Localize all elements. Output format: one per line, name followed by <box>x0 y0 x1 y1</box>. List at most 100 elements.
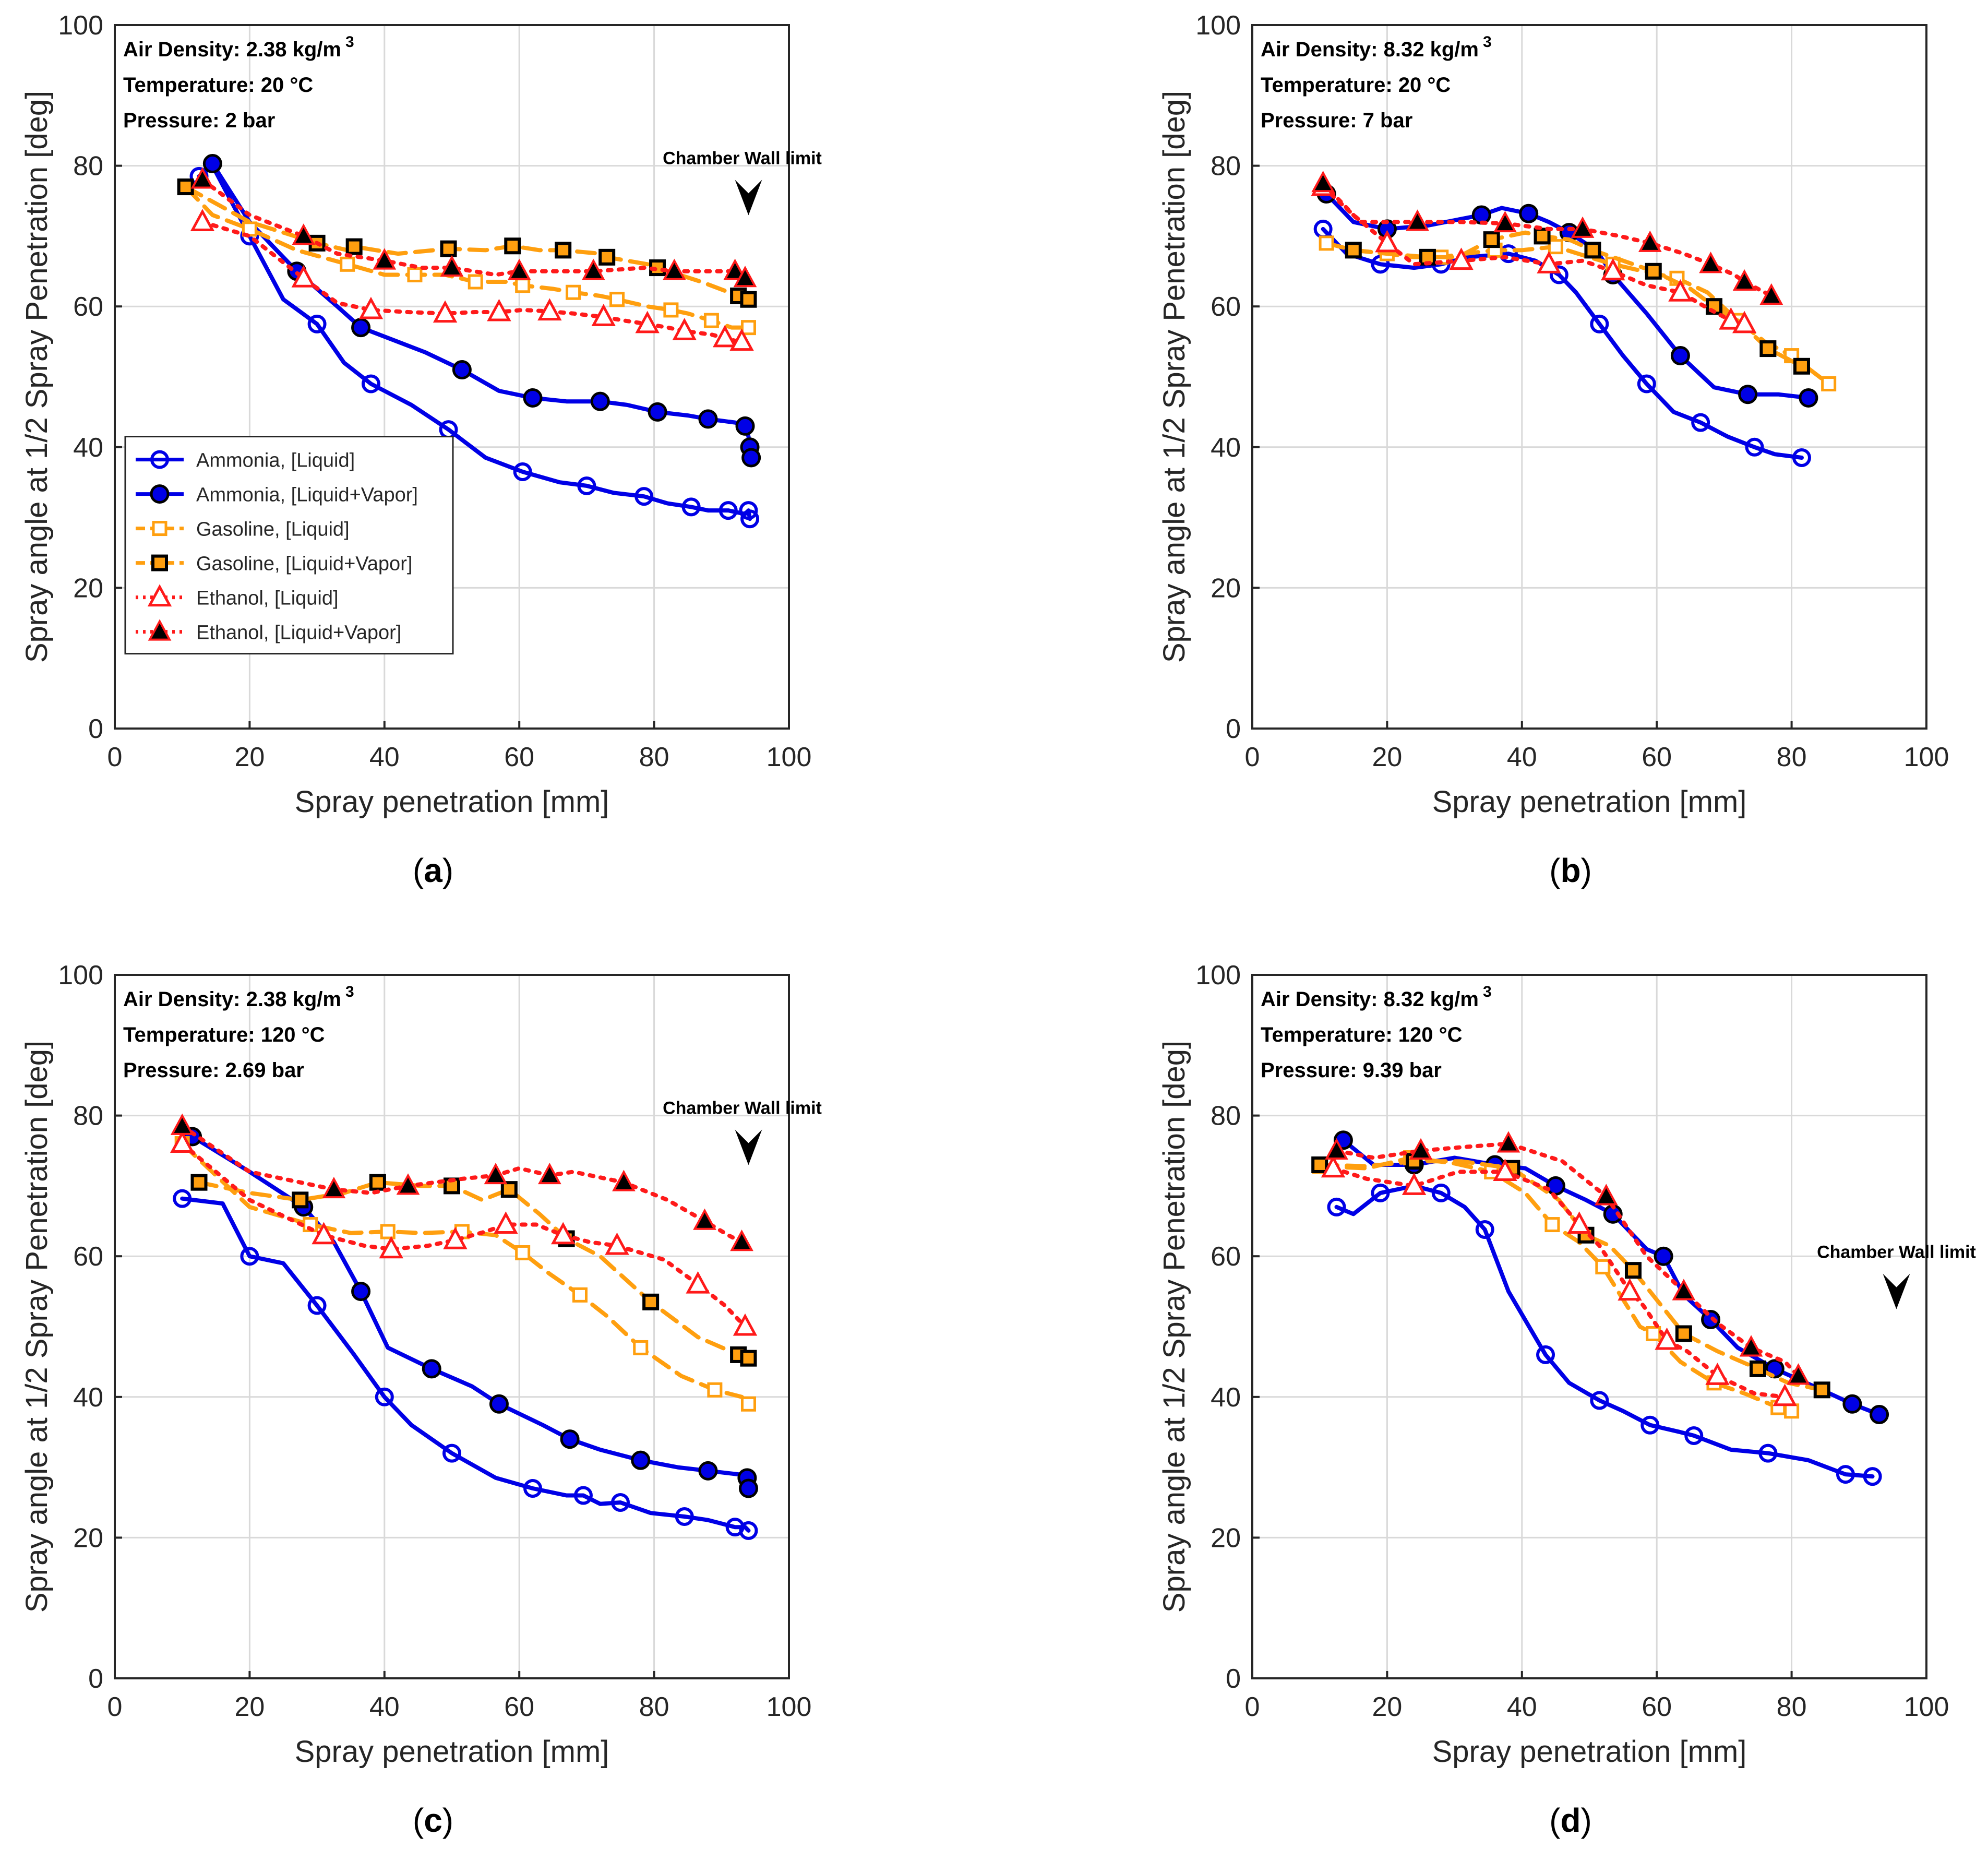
caption-paren: ( <box>1549 1802 1560 1839</box>
data-point <box>1863 1467 1882 1486</box>
x-tick-label: 0 <box>1245 742 1260 772</box>
down-arrow-icon <box>735 180 762 216</box>
data-point <box>375 1387 394 1406</box>
data-point <box>190 1174 208 1191</box>
data-point <box>1655 1327 1679 1350</box>
data-point <box>500 1181 518 1198</box>
data-point <box>1536 1345 1555 1364</box>
y-tick-label: 80 <box>73 151 103 182</box>
x-tick-label: 100 <box>1904 1692 1949 1722</box>
data-point <box>1705 1363 1730 1385</box>
y-tick-label: 60 <box>73 1242 103 1272</box>
data-point <box>1784 1403 1800 1419</box>
series-line <box>197 1180 751 1361</box>
axes-frame <box>1251 24 1927 730</box>
data-point <box>1813 1381 1830 1399</box>
x-tick-label: 20 <box>1372 742 1402 772</box>
data-point <box>1449 247 1474 270</box>
data-point <box>1684 1426 1704 1445</box>
data-point <box>591 304 616 326</box>
plot-area <box>1252 975 1926 1678</box>
data-point <box>1584 242 1601 259</box>
conditions-text: Air Density: 8.32 kg/m 3 Temperature: 120 … <box>1261 983 1492 1082</box>
data-point <box>1537 251 1561 273</box>
data-point <box>740 509 760 529</box>
data-point <box>740 1396 756 1412</box>
x-tick-label: 80 <box>1777 1692 1807 1722</box>
data-point <box>190 209 215 231</box>
y-tick-label: 20 <box>1211 573 1241 603</box>
chamber-wall-annotation: Chamber Wall limit <box>663 148 822 216</box>
data-point <box>1311 1156 1328 1173</box>
series-line <box>1331 1166 1787 1399</box>
data-point <box>1646 1326 1661 1341</box>
data-point <box>422 1359 441 1379</box>
data-point <box>1431 1183 1451 1202</box>
data-point <box>1571 216 1595 238</box>
data-point <box>1319 235 1334 251</box>
data-point <box>443 1226 468 1249</box>
data-point <box>487 299 511 321</box>
panel-caption: (b) <box>1549 852 1592 889</box>
panel-caption: (c) <box>413 1802 453 1839</box>
data-point <box>735 416 755 436</box>
legend-marker <box>150 484 170 504</box>
data-point <box>733 266 757 288</box>
data-point <box>1745 437 1764 457</box>
data-point <box>581 258 605 280</box>
series-line <box>1318 1159 1824 1392</box>
condition-line: Air Density: 2.38 kg/m 3 <box>123 33 354 61</box>
data-point <box>407 267 423 283</box>
y-tick-label: 40 <box>73 1382 103 1413</box>
data-point <box>1691 413 1710 432</box>
data-point <box>1773 1383 1797 1406</box>
data-point <box>686 1271 710 1294</box>
data-point <box>291 265 316 288</box>
series-gasoline-liquid-vapor <box>1345 228 1810 375</box>
data-point <box>1483 231 1500 248</box>
data-point <box>1590 1391 1609 1410</box>
data-point <box>292 1191 309 1209</box>
data-point <box>1759 340 1777 357</box>
y-axis-label: Spray angle at 1/2 Spray Penetration [de… <box>1157 91 1191 663</box>
data-point <box>730 1230 753 1251</box>
x-axis-label: Spray penetration [mm] <box>1432 1735 1747 1769</box>
data-point <box>504 237 521 255</box>
data-point <box>693 1208 716 1230</box>
data-point <box>698 409 718 429</box>
series-ethanol-liquid-vapor <box>1325 1131 1810 1385</box>
y-tick-label: 60 <box>73 292 103 322</box>
data-point <box>1758 1444 1778 1463</box>
data-point <box>1672 1279 1696 1301</box>
data-point <box>566 284 581 300</box>
caption-letter: c <box>424 1802 442 1839</box>
data-point <box>740 291 757 308</box>
data-point <box>537 1162 561 1185</box>
caption-letter: b <box>1560 852 1580 889</box>
x-tick-label: 40 <box>1507 1692 1537 1722</box>
data-point <box>1654 1246 1673 1266</box>
data-point <box>515 1245 531 1260</box>
chamber-wall-label: Chamber Wall limit <box>1817 1243 1976 1262</box>
data-point <box>1544 1217 1560 1233</box>
data-point <box>672 318 697 340</box>
condition-line: Temperature: 120 °C <box>1261 1023 1463 1046</box>
caption-paren: ( <box>1549 852 1560 889</box>
data-point <box>590 391 610 411</box>
data-point <box>1496 1131 1520 1153</box>
legend-entry: Ammonia, [Liquid+Vapor] <box>196 484 418 506</box>
data-point <box>698 1461 718 1481</box>
data-point <box>1732 311 1757 333</box>
x-axis-label: Spray penetration [mm] <box>295 1735 609 1769</box>
conditions-text: Air Density: 2.38 kg/m 3 Temperature: 120 … <box>123 983 354 1082</box>
series-line <box>180 1196 751 1533</box>
data-point <box>703 313 719 328</box>
data-point <box>170 1130 195 1153</box>
y-tick-label: 100 <box>58 960 103 991</box>
condition-line: Temperature: 20 °C <box>1261 74 1451 97</box>
data-point <box>442 1444 461 1463</box>
data-point <box>740 320 756 336</box>
chart-panel-d: 0 20 40 60 80 100 0 20 40 60 80 100 Spray penetratio… <box>1157 960 1976 1769</box>
data-point <box>1493 210 1517 233</box>
caption-paren: ) <box>442 1802 453 1839</box>
